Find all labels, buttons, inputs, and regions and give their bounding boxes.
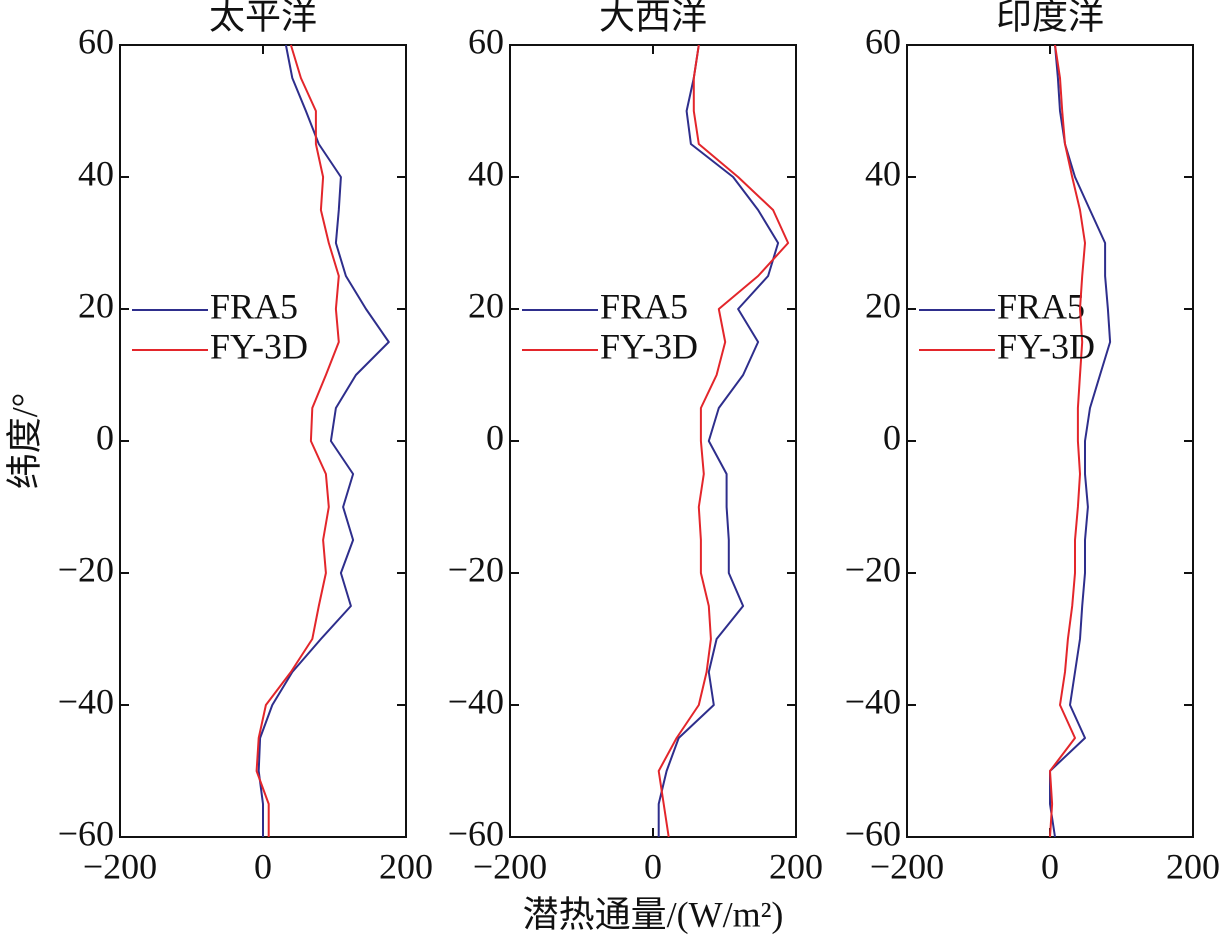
panel-title: 大西洋 — [599, 0, 707, 36]
y-tick-label: 0 — [883, 417, 901, 457]
legend-label: FRA5 — [997, 286, 1085, 326]
series-line — [255, 44, 340, 837]
panel-title: 太平洋 — [209, 0, 317, 36]
series-line — [1049, 44, 1112, 838]
legend-label: FRA5 — [210, 286, 298, 326]
y-tick-label: −60 — [845, 813, 901, 853]
y-tick-label: 20 — [78, 285, 114, 325]
y-tick-label: −20 — [58, 549, 114, 589]
x-tick-label: 200 — [1166, 846, 1220, 886]
y-axis-label: 纬度/° — [4, 393, 44, 489]
y-tick-label: 60 — [865, 21, 901, 61]
x-tick-label: 200 — [769, 846, 823, 886]
x-axis-label: 潜热通量/(W/m²) — [523, 894, 784, 934]
y-tick-label: −60 — [58, 813, 114, 853]
series-line — [657, 44, 790, 838]
y-tick-label: 0 — [96, 417, 114, 457]
y-tick-label: 0 — [486, 417, 504, 457]
legend-label: FY-3D — [210, 326, 308, 366]
x-tick-label: 0 — [254, 846, 272, 886]
y-tick-label: −40 — [448, 681, 504, 721]
series-line — [1049, 44, 1086, 838]
y-tick-label: −20 — [845, 549, 901, 589]
y-tick-label: 60 — [468, 21, 504, 61]
y-tick-label: 40 — [78, 153, 114, 193]
x-tick-label: 0 — [644, 846, 662, 886]
x-tick-label: −200 — [473, 846, 547, 886]
y-tick-label: 20 — [865, 285, 901, 325]
x-tick-label: 200 — [379, 846, 433, 886]
legend-label: FRA5 — [600, 286, 688, 326]
series-line — [257, 44, 390, 837]
plot-frame — [509, 44, 797, 838]
legend-label: FY-3D — [997, 326, 1095, 366]
panel-title: 印度洋 — [996, 0, 1104, 36]
y-tick-label: 20 — [468, 285, 504, 325]
legend-label: FY-3D — [600, 326, 698, 366]
y-tick-label: 40 — [468, 153, 504, 193]
y-tick-label: −40 — [845, 681, 901, 721]
y-tick-label: −60 — [448, 813, 504, 853]
y-tick-label: −20 — [448, 549, 504, 589]
x-tick-label: 0 — [1041, 846, 1059, 886]
series-line — [657, 44, 780, 837]
y-tick-label: 60 — [78, 21, 114, 61]
plot-frame — [906, 44, 1194, 838]
x-tick-label: −200 — [83, 846, 157, 886]
y-tick-label: 40 — [865, 153, 901, 193]
y-tick-label: −40 — [58, 681, 114, 721]
x-tick-label: −200 — [870, 846, 944, 886]
